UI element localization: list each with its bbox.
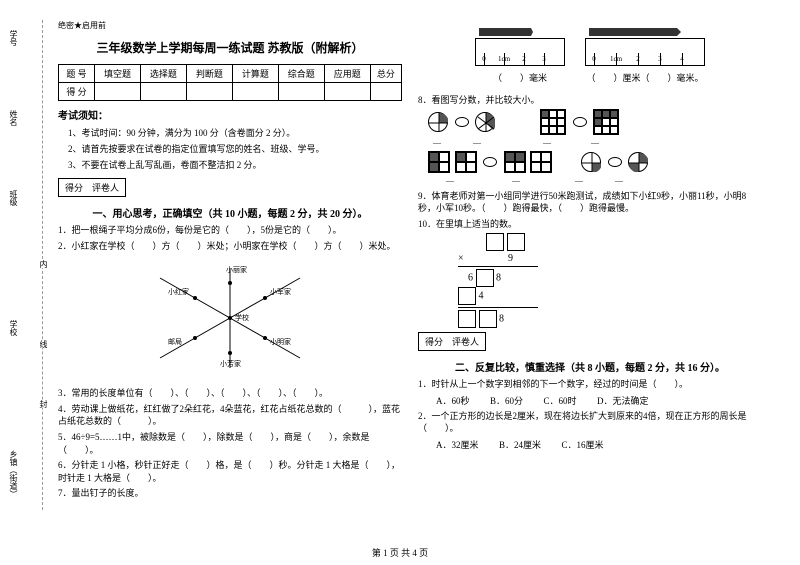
question-1: 1．把一根绳子平均分成6份，每份是它的（ ），5份是它的（ ）。 bbox=[58, 224, 402, 237]
score-cell[interactable] bbox=[186, 83, 232, 101]
digit-box[interactable] bbox=[458, 287, 476, 305]
th-choice: 选择题 bbox=[140, 65, 186, 83]
mult-9: 9 bbox=[508, 253, 513, 264]
digit-box[interactable] bbox=[476, 269, 494, 287]
digit-box[interactable] bbox=[479, 310, 497, 328]
score-cell[interactable] bbox=[370, 83, 401, 101]
opt-a[interactable]: A．60秒 bbox=[436, 396, 470, 406]
choice-1-opts: A．60秒 B．60分 C．60时 D．无法确定 bbox=[436, 394, 762, 407]
multiplication-puzzle: ×9 6 8 4 8 bbox=[458, 233, 762, 328]
binding-feng: 封 bbox=[38, 400, 49, 408]
digit-box[interactable] bbox=[486, 233, 504, 251]
notice-1: 1、考试时间：90 分钟，满分为 100 分（含卷面分 2 分）。 bbox=[68, 126, 402, 139]
binding-banji: 班级 bbox=[8, 190, 19, 206]
question-2: 2．小红家在学校（ ）方（ ）米处；小明家在学校（ ）方（ ）米处。 bbox=[58, 240, 402, 253]
score-cell[interactable] bbox=[140, 83, 186, 101]
svg-text:小军家: 小军家 bbox=[270, 287, 291, 296]
th-judge: 判断题 bbox=[186, 65, 232, 83]
binding-xian: 线 bbox=[38, 340, 49, 348]
th-num: 题 号 bbox=[59, 65, 95, 83]
notice-2: 2、请首先按要求在试卷的指定位置填写您的姓名、班级、学号。 bbox=[68, 142, 402, 155]
secret-label: 绝密★启用前 bbox=[58, 20, 402, 31]
svg-text:小明家: 小明家 bbox=[270, 337, 291, 346]
digit-box[interactable] bbox=[507, 233, 525, 251]
question-6: 6．分针走 1 小格，秒针正好走（ ）格，是（ ）秒。分针走 1 大格是（ ），… bbox=[58, 459, 402, 484]
svg-text:小丽家: 小丽家 bbox=[226, 265, 247, 274]
opt-c[interactable]: C．16厘米 bbox=[562, 440, 604, 450]
th-comp: 综合题 bbox=[278, 65, 324, 83]
choice-1: 1．时针从上一个数字到相邻的下一个数字，经过的时间是（ ）。 bbox=[418, 378, 762, 391]
binding-nei: 内 bbox=[38, 260, 49, 268]
page-footer: 第 1 页 共 4 页 bbox=[0, 546, 800, 559]
opt-b[interactable]: B．24厘米 bbox=[499, 440, 541, 450]
binding-xiangzhen: 乡镇（街道） bbox=[8, 450, 19, 498]
score-table: 题 号 填空题 选择题 判断题 计算题 综合题 应用题 总分 得 分 bbox=[58, 64, 402, 101]
opt-b[interactable]: B．60分 bbox=[490, 396, 523, 406]
opt-c[interactable]: C．60时 bbox=[544, 396, 577, 406]
opt-a[interactable]: A．32厘米 bbox=[436, 440, 479, 450]
scorebox-2: 得分 评卷人 bbox=[418, 332, 486, 351]
compass-diagram: 小丽家 小红家 小军家 学校 邮局 小明家 小芳家 bbox=[58, 258, 402, 381]
opt-d[interactable]: D．无法确定 bbox=[597, 396, 649, 406]
question-10: 10．在里填上适当的数。 bbox=[418, 218, 762, 231]
section-2-title: 二、反复比较，慎重选择（共 8 小题，每题 2 分，共 16 分）。 bbox=[418, 359, 762, 374]
binding-xingming: 姓名 bbox=[8, 110, 19, 126]
svg-text:学校: 学校 bbox=[235, 313, 249, 322]
th-fill: 填空题 bbox=[95, 65, 141, 83]
choice-2-opts: A．32厘米 B．24厘米 C．16厘米 bbox=[436, 438, 762, 451]
left-column: 绝密★启用前 三年级数学上学期每周一练试题 苏教版（附解析） 题 号 填空题 选… bbox=[50, 20, 410, 530]
question-4: 4．劳动课上做纸花，红红做了2朵红花，4朵蓝花，红花占纸花总数的（ ），蓝花占纸… bbox=[58, 403, 402, 428]
score-cell[interactable] bbox=[278, 83, 324, 101]
binding-xuexiao: 学校 bbox=[8, 320, 19, 336]
score-cell[interactable] bbox=[232, 83, 278, 101]
question-7: 7．量出钉子的长度。 bbox=[58, 487, 402, 500]
svg-text:小芳家: 小芳家 bbox=[220, 359, 241, 368]
question-5: 5．46÷9=5……1中，被除数是（ ），除数是（ ），商是（ ），余数是（ ）… bbox=[58, 431, 402, 456]
td-score-label: 得 分 bbox=[59, 83, 95, 101]
score-cell[interactable] bbox=[324, 83, 370, 101]
svg-text:小红家: 小红家 bbox=[168, 287, 189, 296]
exam-title: 三年级数学上学期每周一练试题 苏教版（附解析） bbox=[58, 39, 402, 56]
right-column: 0 1cm 2 3 （ ）毫米 0 1cm 2 3 4 bbox=[410, 20, 770, 530]
choice-2: 2．一个正方形的边长是2厘米，现在将边长扩大到原来的4倍，现在正方形的周长是（ … bbox=[418, 410, 762, 435]
scorebox-1: 得分 评卷人 bbox=[58, 178, 126, 197]
binding-xuehao: 学号 bbox=[8, 30, 19, 46]
notice-heading: 考试须知： bbox=[58, 107, 402, 122]
digit-box[interactable] bbox=[458, 310, 476, 328]
ruler1-caption: （ ）毫米 bbox=[475, 72, 565, 85]
th-total: 总分 bbox=[370, 65, 401, 83]
ruler2-caption: （ ）厘米（ ）毫米。 bbox=[585, 72, 705, 85]
question-3: 3．常用的长度单位有（ ）、（ ）、（ ）、（ ）、（ ）。 bbox=[58, 387, 402, 400]
question-8: 8．看图写分数，并比较大小。 bbox=[418, 94, 762, 107]
svg-text:邮局: 邮局 bbox=[168, 337, 182, 346]
th-app: 应用题 bbox=[324, 65, 370, 83]
th-calc: 计算题 bbox=[232, 65, 278, 83]
fraction-diagrams: —— —— —— —— bbox=[428, 109, 762, 186]
notice-3: 3、不要在试卷上乱写乱画，卷面不整洁扣 2 分。 bbox=[68, 158, 402, 171]
rulers: 0 1cm 2 3 （ ）毫米 0 1cm 2 3 4 bbox=[418, 26, 762, 88]
question-9: 9．体育老师对第一小组同学进行50米跑测试，成绩如下小红9秒，小丽11秒，小明8… bbox=[418, 190, 762, 215]
section-1-title: 一、用心思考，正确填空（共 10 小题，每题 2 分，共 20 分）。 bbox=[58, 205, 402, 220]
score-cell[interactable] bbox=[95, 83, 141, 101]
